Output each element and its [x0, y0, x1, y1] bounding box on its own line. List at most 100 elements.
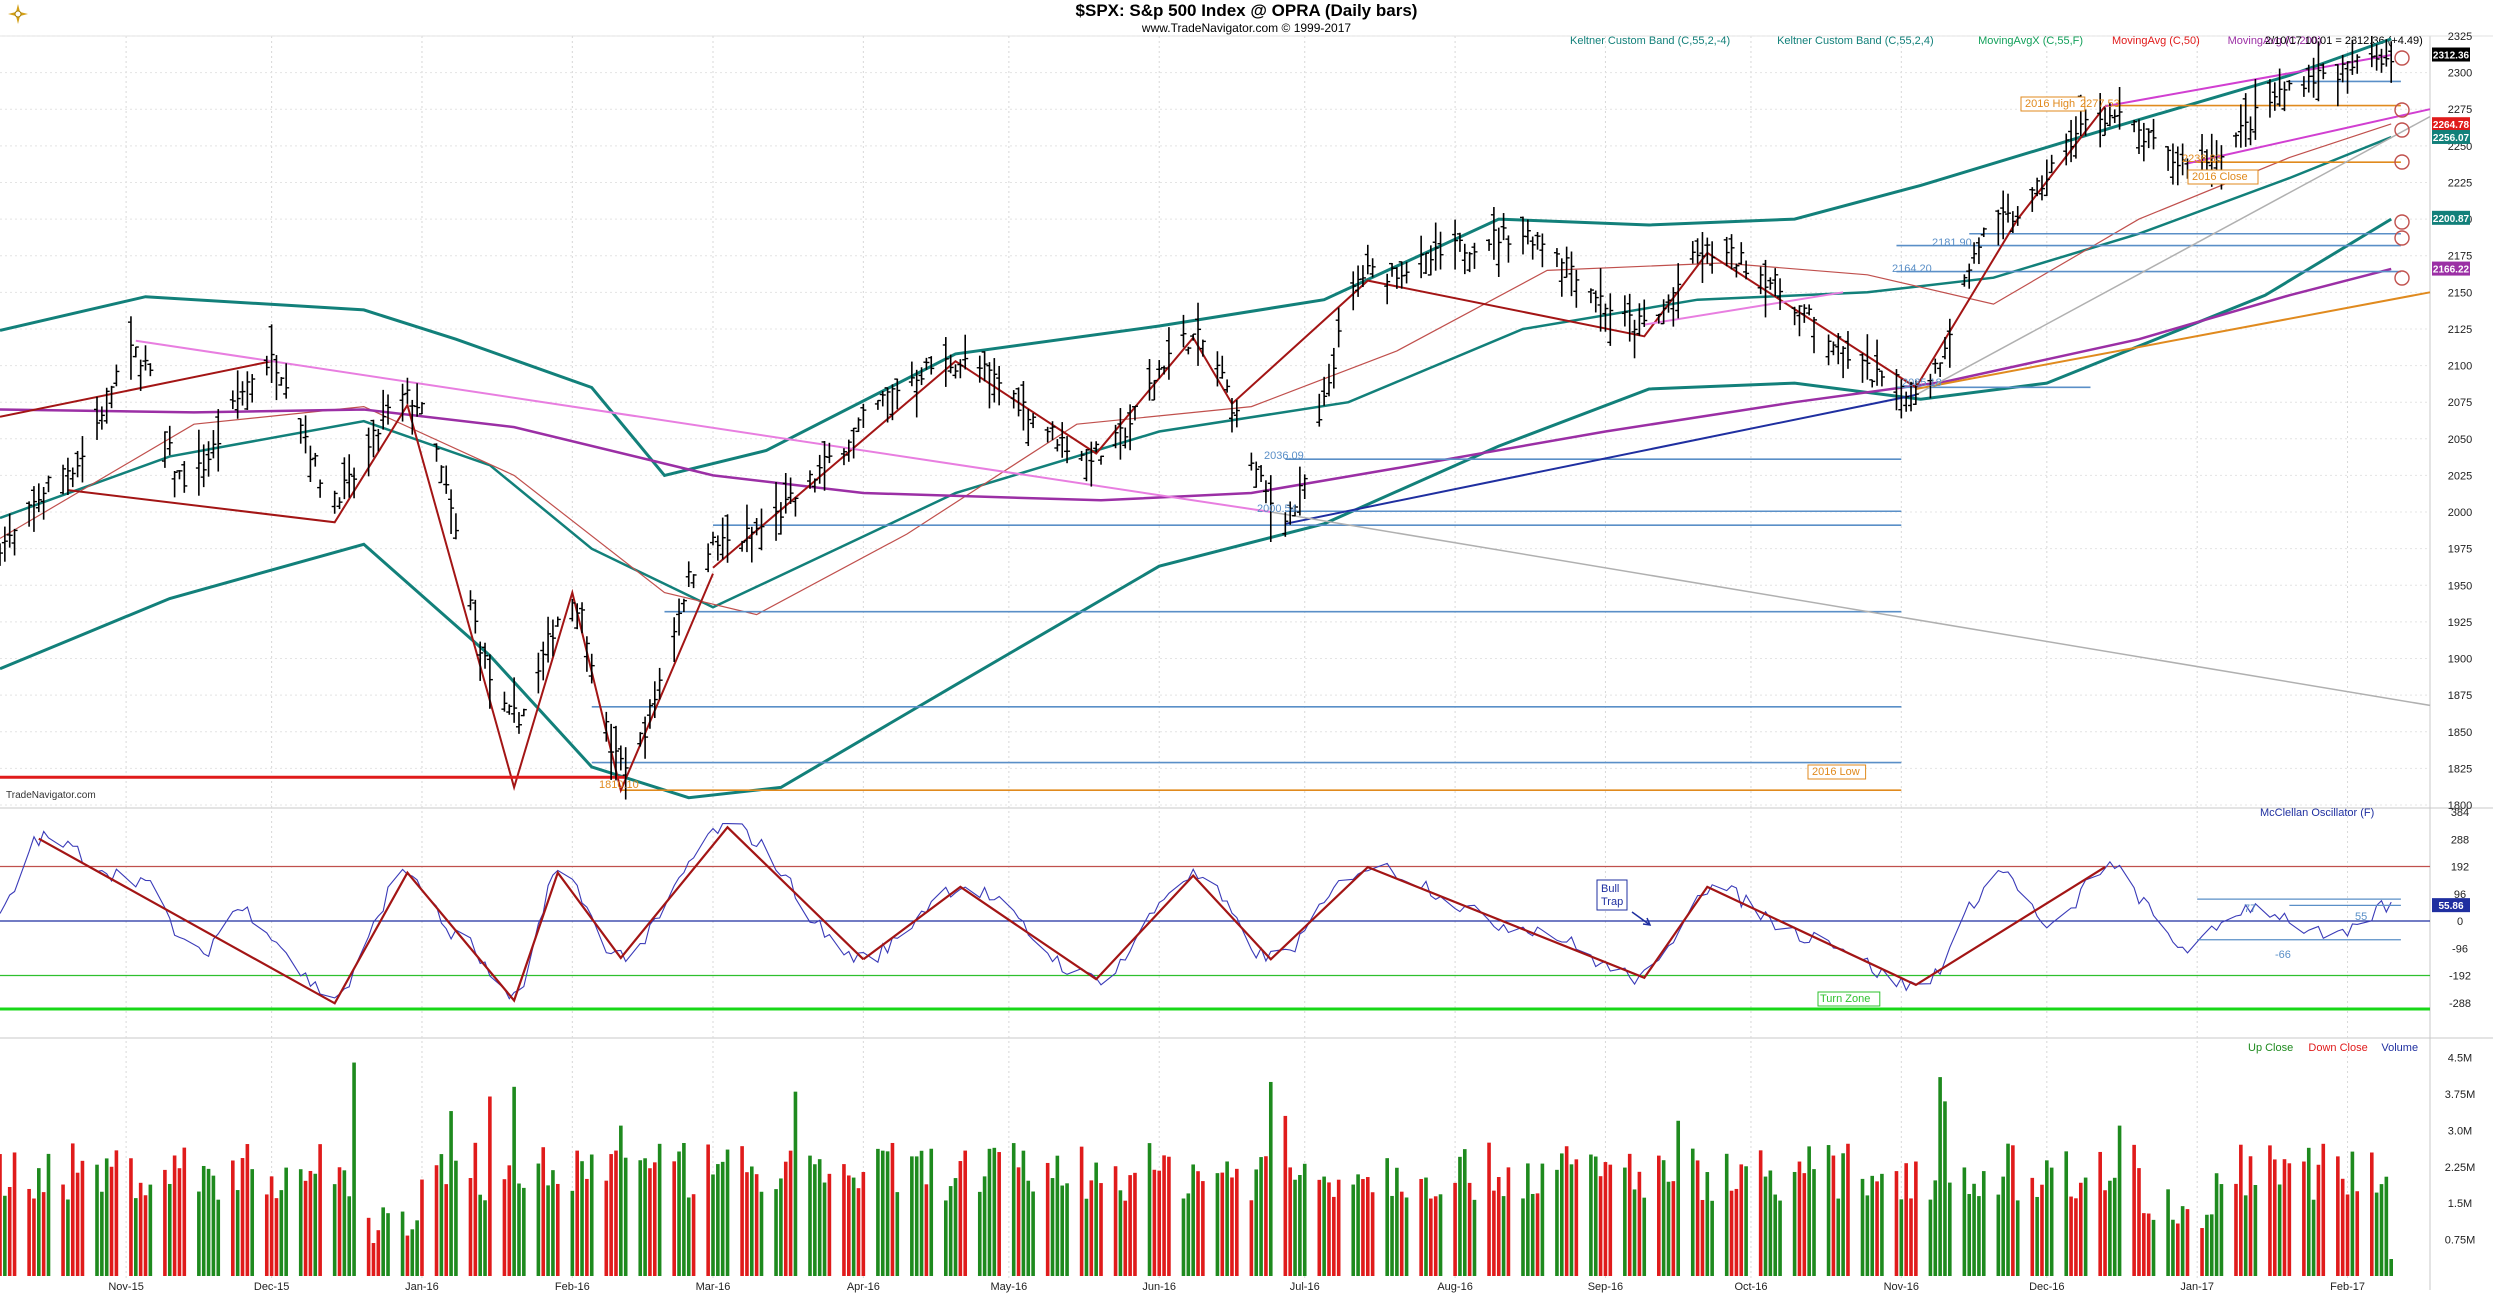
volume-bar: [2205, 1214, 2209, 1276]
volume-bar: [1627, 1153, 1632, 1276]
volume-bar: [2287, 1163, 2292, 1276]
volume-bar: [585, 1178, 589, 1276]
volume-bar: [2117, 1125, 2122, 1276]
y-tick-label: 1975: [2448, 544, 2472, 556]
price-annotation: 2016 High: [2025, 98, 2075, 110]
volume-bar: [2142, 1213, 2146, 1276]
volume-bar: [1899, 1199, 1904, 1276]
volume-bar: [1196, 1171, 1200, 1276]
y-tick-label: 2150: [2448, 287, 2472, 299]
volume-bar: [2011, 1145, 2015, 1276]
keltner-upper-band: [0, 37, 2392, 478]
price-annotation: 2016 Close: [2192, 171, 2248, 183]
volume-bar: [2175, 1223, 2180, 1276]
volume-bar: [1021, 1150, 1026, 1276]
trendline: [135, 339, 1271, 513]
volume-bar: [381, 1207, 385, 1276]
volume-bar: [1506, 1167, 1511, 1276]
volume-bar: [468, 1178, 473, 1276]
volume-bar: [2384, 1176, 2389, 1276]
volume-bar: [711, 1174, 715, 1276]
volume-bar: [779, 1178, 783, 1276]
volume-bar: [1399, 1191, 1404, 1276]
annotation-box: [1817, 991, 1881, 1007]
chart-title: $SPX: S&p 500 Index @ OPRA (Daily bars): [1075, 1, 1418, 20]
x-tick-label: Feb-17: [2330, 1281, 2365, 1293]
volume-bar: [1370, 1192, 1375, 1276]
volume-bar: [1763, 1176, 1768, 1276]
volume-bar: [1365, 1177, 1370, 1276]
volume-bar: [914, 1156, 919, 1276]
price-annotation: TradeNavigator.com: [6, 790, 96, 801]
volume-bar: [1657, 1155, 1661, 1276]
volume-bar: [2374, 1192, 2379, 1276]
volume-bar: [1729, 1190, 1734, 1276]
volume-bar: [148, 1184, 153, 1276]
volume-bar: [652, 1162, 657, 1276]
volume-bar: [817, 1159, 822, 1276]
volume-bar: [1186, 1193, 1191, 1276]
volume-bar: [1327, 1182, 1331, 1276]
legend-entry: MovingAvg (C,200): [2228, 35, 2322, 47]
y-tick-label: 1925: [2448, 617, 2472, 629]
volume-bar: [1962, 1167, 1967, 1276]
volume-bar: [1123, 1200, 1128, 1276]
volume-bar: [2078, 1182, 2083, 1276]
target-circle: [2394, 102, 2410, 118]
osc-trendline: [38, 825, 865, 1005]
volume-bar: [303, 1180, 308, 1276]
volume-bar: [279, 1190, 284, 1276]
volume-bar: [420, 1179, 424, 1276]
volume-bar: [1268, 1081, 1273, 1276]
volume-bar: [657, 1143, 662, 1276]
x-tick-label: Jan-16: [405, 1281, 439, 1293]
volume-bar: [235, 1190, 240, 1276]
volume-bar: [1055, 1155, 1060, 1276]
volume-bar: [1894, 1171, 1899, 1276]
target-circle: [2394, 154, 2410, 170]
volume-bar: [376, 1230, 381, 1276]
volume-bar: [1812, 1169, 1816, 1276]
volume-bar: [1317, 1179, 1322, 1276]
volume-bar: [366, 1217, 371, 1276]
volume-bar: [1385, 1158, 1389, 1276]
volume-bar: [2098, 1151, 2102, 1276]
trade-navigator-logo-icon: [8, 4, 28, 24]
x-tick-label: Jul-16: [1290, 1281, 1320, 1293]
volume-bar: [100, 1191, 104, 1276]
volume-bar: [1967, 1193, 1972, 1276]
volume-bar: [1671, 1181, 1676, 1276]
osc-y-tick-label: 192: [2451, 862, 2469, 874]
trendline: [1285, 393, 1917, 525]
volume-bar: [2083, 1177, 2088, 1276]
volume-bar: [992, 1147, 997, 1276]
chart-subtitle: www.TradeNavigator.com © 1999-2017: [1141, 21, 1352, 35]
volume-bar: [2253, 1184, 2258, 1276]
volume-bar: [2306, 1147, 2311, 1276]
volume-bar: [1521, 1198, 1525, 1276]
volume-bar: [1734, 1188, 1739, 1276]
volume-bar: [2108, 1180, 2112, 1276]
volume-bar: [2311, 1199, 2316, 1276]
volume-bar: [1564, 1146, 1569, 1276]
volume-bar: [1909, 1198, 1913, 1276]
volume-bar: [1739, 1164, 1744, 1276]
x-tick-label: Dec-16: [2029, 1281, 2064, 1293]
volume-bar: [1283, 1115, 1288, 1276]
volume-bar: [386, 1213, 390, 1276]
volume-bar: [1079, 1146, 1084, 1276]
volume-bar: [138, 1182, 143, 1276]
volume-bar: [1302, 1163, 1307, 1276]
volume-bar: [677, 1151, 681, 1276]
volume-bar: [70, 1143, 75, 1276]
volume-bar: [313, 1173, 318, 1276]
volume-bar: [2074, 1198, 2078, 1276]
volume-y-tick-label: 3.0M: [2448, 1125, 2472, 1137]
target-circle: [2394, 214, 2410, 230]
volume-bar: [2006, 1143, 2010, 1276]
volume-bar: [1623, 1167, 1627, 1276]
x-tick-label: Aug-16: [1437, 1281, 1472, 1293]
volume-bar: [619, 1125, 623, 1276]
volume-bar: [745, 1172, 749, 1276]
x-tick-label: Oct-16: [1734, 1281, 1767, 1293]
